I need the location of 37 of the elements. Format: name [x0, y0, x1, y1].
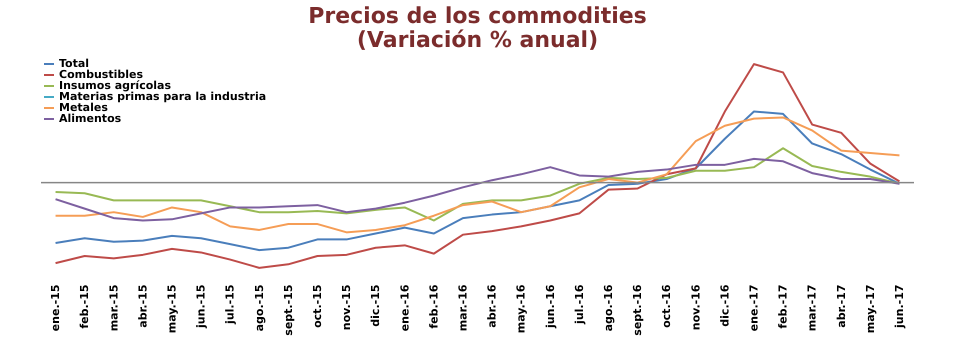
x-tick-label: ene.-16	[398, 284, 412, 332]
x-tick-label: mar.-16	[456, 284, 470, 332]
x-tick-label: jun.-15	[194, 284, 208, 329]
x-tick-label: abr.-16	[486, 284, 499, 328]
x-tick-label: sept.-15	[282, 284, 295, 336]
legend-label: Total	[59, 57, 90, 70]
x-tick-label: jul.-15	[224, 284, 237, 325]
x-tick-label: dic.-16	[718, 284, 732, 327]
legend-label: Metales	[59, 101, 108, 114]
x-tick-label: oct.-16	[660, 284, 674, 328]
x-tick-label: may.-16	[514, 284, 528, 334]
x-tick-label: jun.-16	[544, 284, 557, 329]
x-tick-label: may.-15	[165, 284, 178, 334]
x-tick-label: feb.-16	[427, 284, 440, 329]
x-tick-label: ene.-15	[49, 284, 62, 332]
legend-label: Alimentos	[59, 112, 122, 125]
x-tick-label: abr.-17	[834, 284, 848, 328]
x-tick-label: dic.-15	[369, 284, 382, 327]
x-tick-label: jul.-16	[572, 284, 586, 325]
x-tick-label: jun.-17	[892, 284, 906, 329]
x-tick-label: ago.-16	[602, 284, 615, 332]
x-tick-label: feb.-17	[776, 284, 790, 329]
x-tick-label: abr.-15	[136, 284, 150, 328]
x-tick-label: may.-17	[864, 284, 877, 334]
chart-title: Precios de los commodities (Variación % anual)	[308, 4, 647, 53]
x-tick-label: nov.-16	[689, 284, 702, 330]
x-tick-label: nov.-15	[340, 284, 354, 330]
x-tick-label: feb.-15	[78, 284, 92, 329]
x-tick-label: ene.-17	[747, 284, 760, 332]
x-tick-label: mar.-15	[107, 284, 120, 332]
x-tick-label: sept.-16	[631, 284, 644, 336]
legend-label: Materias primas para la industria	[59, 90, 266, 103]
x-tick-label: ago.-15	[252, 284, 266, 332]
x-tick-label: oct.-15	[310, 284, 324, 328]
x-tick-label: mar.-17	[806, 284, 819, 332]
legend-label: Combustibles	[59, 68, 144, 81]
legend-label: Insumos agrícolas	[59, 79, 172, 92]
